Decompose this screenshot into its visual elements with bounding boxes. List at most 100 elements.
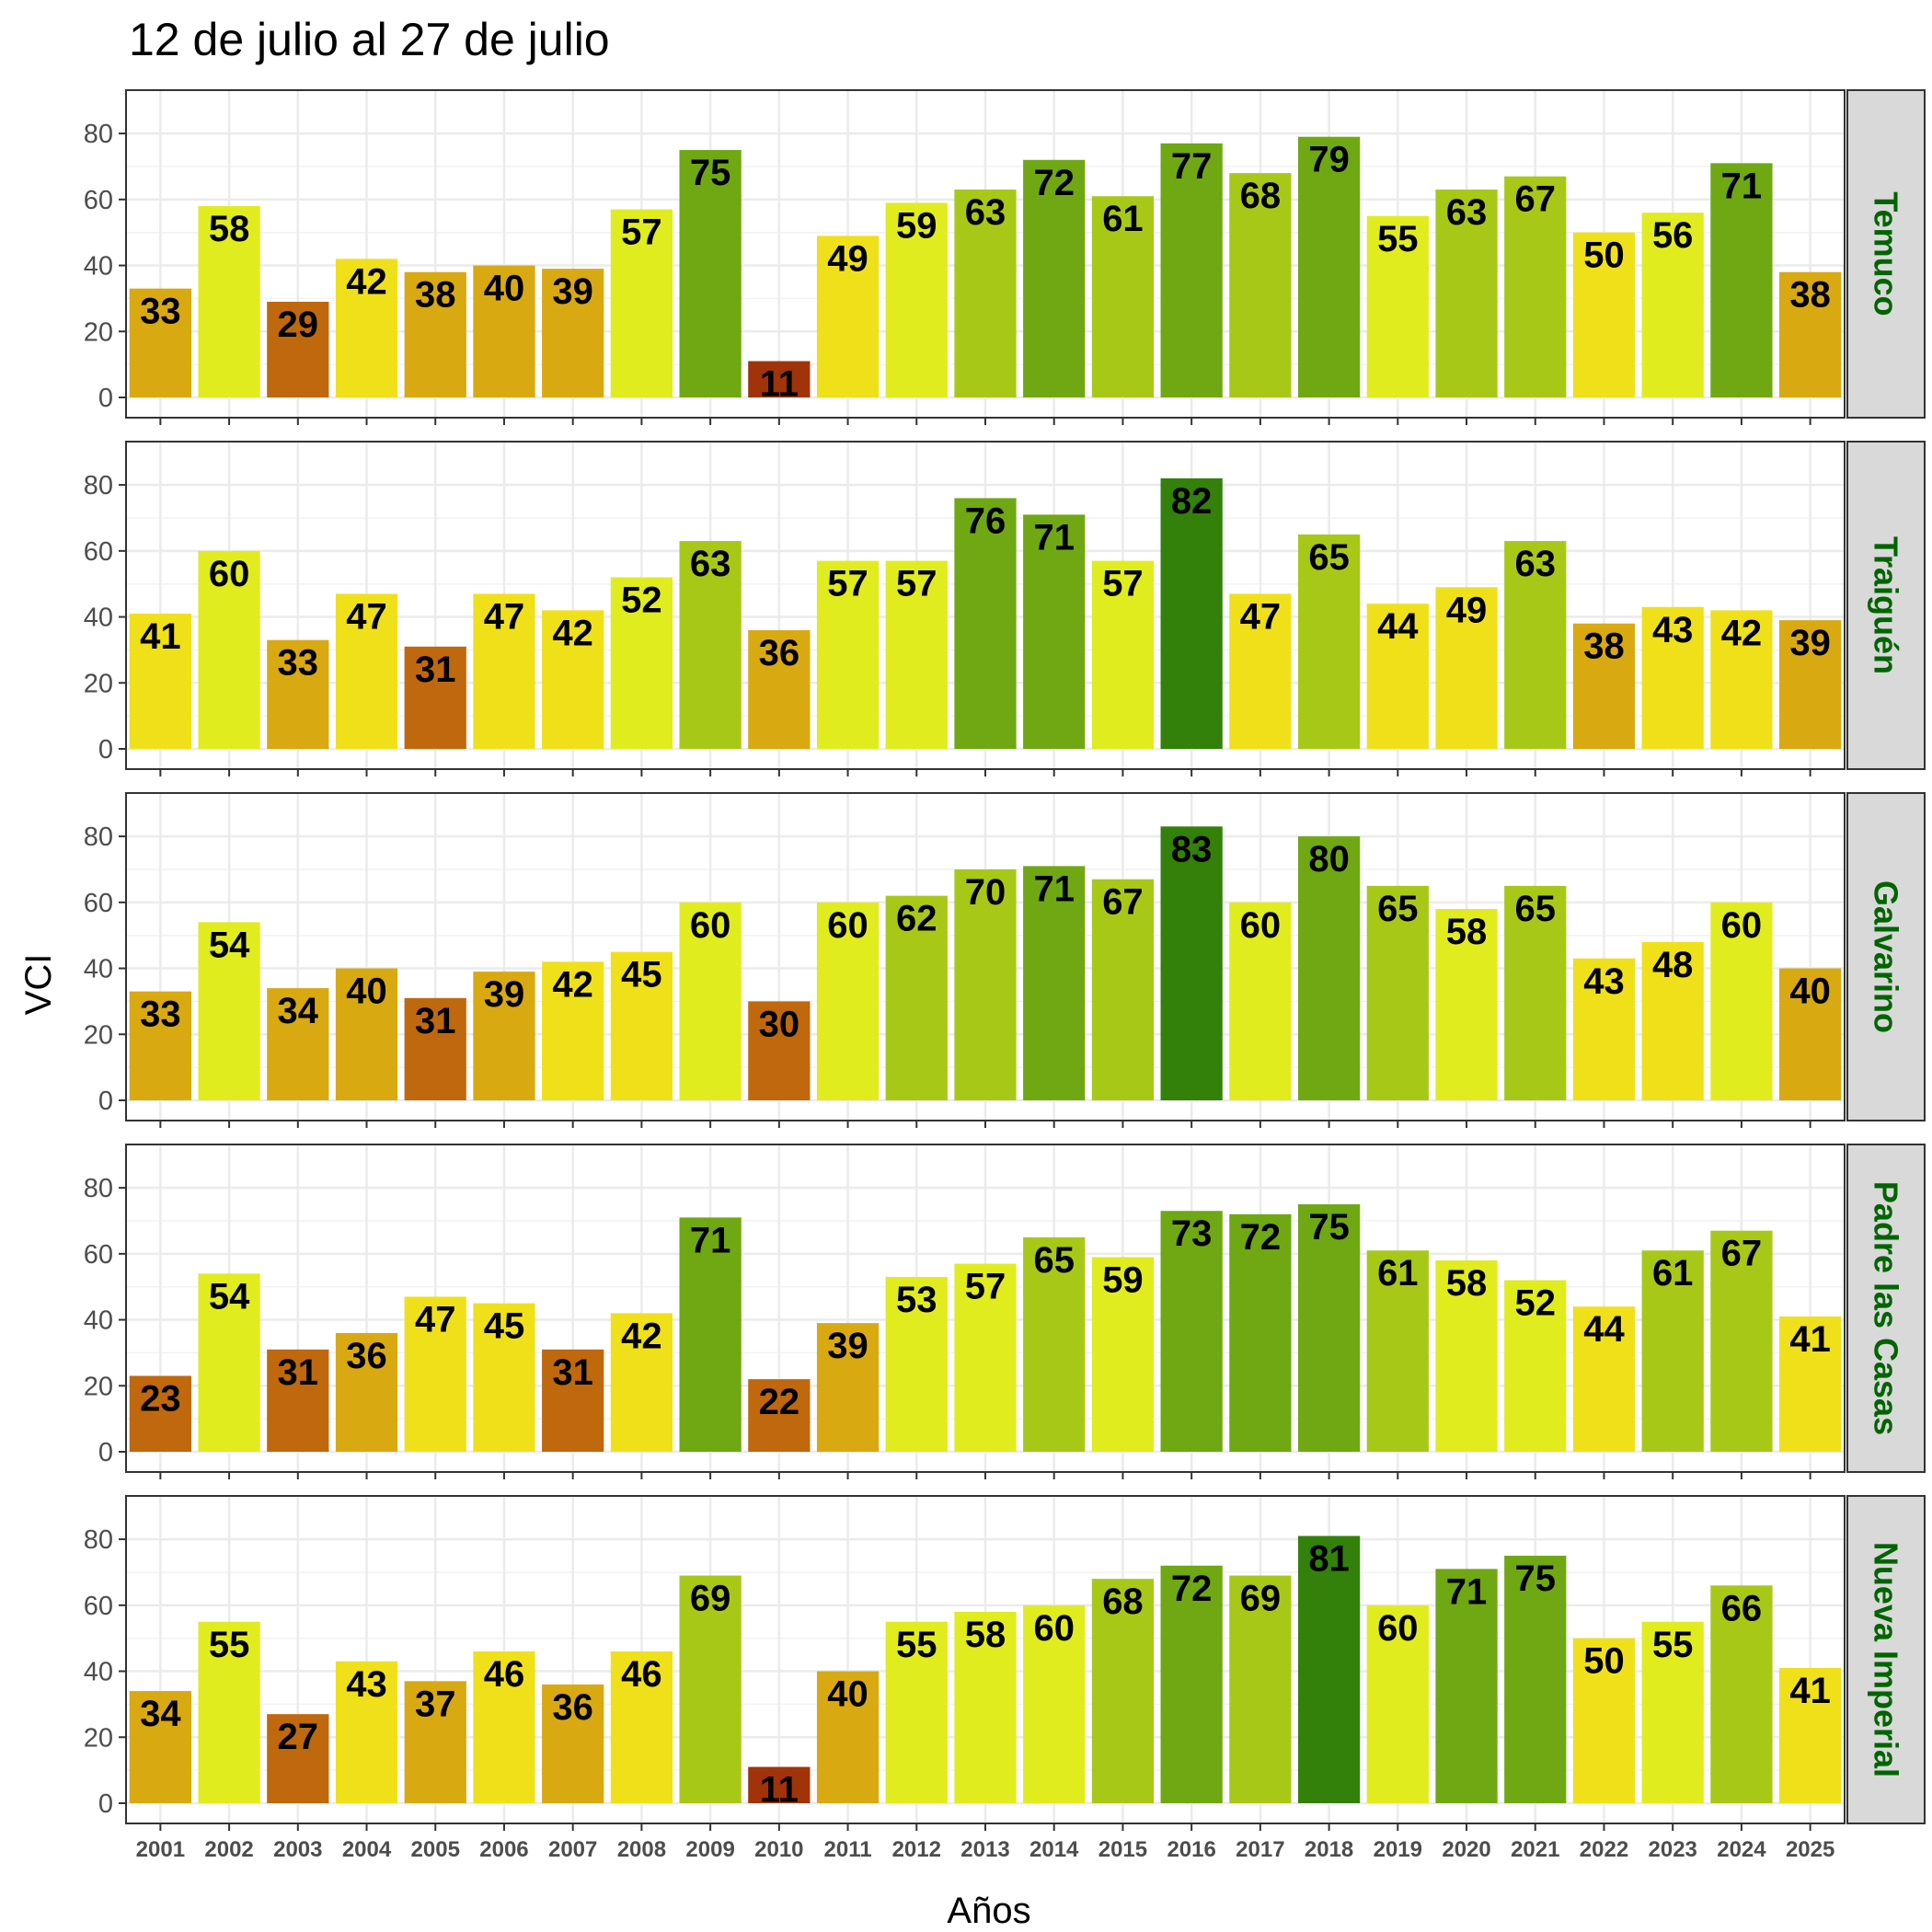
bar — [610, 209, 673, 397]
bar — [1504, 1280, 1567, 1452]
bar — [1229, 173, 1292, 397]
bar — [748, 1379, 811, 1452]
x-tick-label: 2016 — [1167, 1837, 1215, 1862]
bar — [885, 895, 948, 1100]
bar-value-label: 33 — [278, 643, 319, 684]
x-tick-label: 2006 — [479, 1837, 528, 1862]
bar-value-label: 31 — [415, 650, 456, 690]
bar-value-label: 49 — [1446, 590, 1488, 630]
bar-value-label: 40 — [827, 1674, 868, 1715]
bar — [129, 613, 191, 749]
bar-value-label: 56 — [1652, 215, 1694, 256]
bar-value-label: 36 — [759, 633, 800, 673]
bar-value-label: 60 — [1377, 1608, 1419, 1649]
bar — [404, 1296, 466, 1452]
bar-value-label: 52 — [621, 581, 662, 621]
bar-value-label: 48 — [1652, 945, 1694, 985]
bar — [816, 902, 880, 1100]
bar — [198, 206, 260, 397]
x-tick-label: 2004 — [342, 1837, 392, 1862]
bar-value-label: 60 — [209, 554, 250, 594]
bar-value-label: 33 — [140, 995, 181, 1035]
bar — [1572, 1306, 1636, 1452]
y-tick-label: 60 — [84, 1592, 113, 1621]
facet-panel: 33 58 29 42 38 40 39 57 75 11 49 59 63 72 61 77 68 79 55 63… — [84, 89, 1926, 425]
bar — [404, 1681, 466, 1803]
x-tick-label: 2022 — [1580, 1837, 1628, 1862]
bar — [1023, 1604, 1086, 1803]
bar — [1710, 610, 1773, 749]
bar — [198, 1273, 260, 1452]
bar-value-label: 42 — [346, 261, 387, 302]
bar-value-label: 55 — [896, 1625, 937, 1665]
bar — [267, 302, 329, 397]
bar-value-label: 63 — [690, 544, 731, 584]
y-tick-label: 80 — [84, 1525, 113, 1555]
bar-value-label: 73 — [1171, 1213, 1213, 1254]
bar — [1779, 271, 1842, 397]
bar — [1435, 909, 1498, 1100]
bar-value-label: 47 — [1240, 596, 1282, 637]
bar — [1779, 1667, 1842, 1803]
bar — [885, 1276, 948, 1452]
bar — [679, 1217, 742, 1452]
x-tick-label: 2001 — [136, 1837, 185, 1862]
bar-value-label: 65 — [1033, 1240, 1075, 1281]
bar — [610, 1651, 673, 1803]
facet-strip-label: Nueva Imperial — [1868, 1542, 1905, 1777]
bar-value-label: 65 — [1377, 889, 1419, 929]
bar-value-label: 34 — [140, 1694, 181, 1734]
facet-strip — [1846, 792, 1926, 1121]
bar — [816, 236, 880, 397]
bar-value-label: 47 — [346, 596, 387, 637]
bar — [404, 271, 466, 397]
bar-value-label: 39 — [1789, 623, 1831, 663]
bar — [954, 1612, 1017, 1803]
bar — [1710, 1585, 1773, 1803]
bar — [1160, 1565, 1223, 1803]
bar — [1779, 968, 1842, 1100]
bar-value-label: 53 — [896, 1280, 937, 1320]
bar — [335, 593, 398, 749]
bar — [816, 560, 880, 749]
bar — [679, 541, 742, 749]
bar-value-label: 44 — [1377, 606, 1419, 647]
bar-value-label: 71 — [1033, 517, 1075, 558]
bar — [198, 1621, 260, 1803]
bar — [1229, 902, 1292, 1100]
bar — [1366, 885, 1429, 1100]
bar — [1023, 866, 1086, 1100]
bar — [542, 269, 604, 397]
y-tick-label: 80 — [84, 822, 113, 852]
bar — [679, 150, 742, 397]
bar — [1435, 190, 1498, 397]
bar — [1091, 879, 1155, 1100]
bar — [1160, 1211, 1223, 1452]
bar-value-label: 40 — [346, 972, 387, 1012]
bar-value-label: 65 — [1515, 889, 1557, 929]
bar — [1297, 136, 1361, 398]
y-tick-label: 40 — [84, 604, 113, 633]
bar-value-label: 57 — [896, 564, 937, 604]
bar — [748, 629, 811, 749]
x-tick-label: 2019 — [1374, 1837, 1422, 1862]
bar-value-label: 58 — [1446, 1263, 1488, 1304]
bar-value-label: 46 — [484, 1654, 525, 1695]
bar — [1504, 885, 1567, 1100]
x-tick-label: 2007 — [548, 1837, 597, 1862]
bar-value-label: 69 — [690, 1579, 731, 1619]
bar-value-label: 67 — [1102, 882, 1144, 923]
bar-value-label: 57 — [827, 564, 868, 604]
bar-value-label: 36 — [346, 1336, 387, 1376]
bar — [267, 1349, 329, 1452]
facet-strip — [1846, 89, 1926, 419]
bar — [1023, 514, 1086, 749]
bar-value-label: 72 — [1240, 1217, 1282, 1258]
bar — [1023, 159, 1086, 398]
bar-value-label: 66 — [1721, 1588, 1763, 1628]
bar-value-label: 71 — [690, 1220, 731, 1260]
bar-value-label: 57 — [965, 1267, 1006, 1307]
bar — [129, 991, 191, 1100]
bar — [267, 988, 329, 1100]
bar — [1572, 1638, 1636, 1803]
